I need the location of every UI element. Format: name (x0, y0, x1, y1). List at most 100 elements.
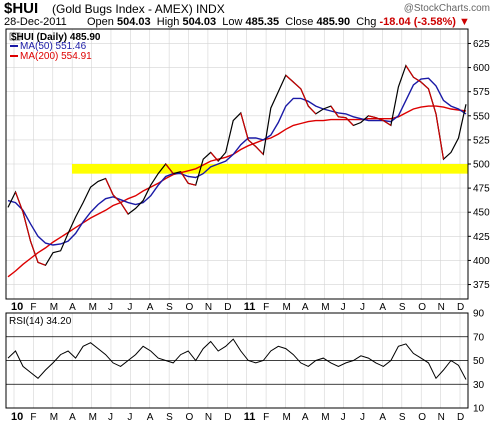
price-x-tick-label: M (282, 302, 290, 313)
price-down-segment (427, 88, 437, 115)
rsi-x-tick-label: D (457, 412, 464, 423)
rsi-y-tick-label: 50 (473, 356, 485, 367)
price-down-segment (188, 182, 196, 186)
rsi-y-tick-label: 70 (473, 332, 485, 343)
rsi-x-tick-label: M (89, 412, 97, 423)
price-down-segment (375, 117, 384, 122)
price-legend: $HUI (Daily) 485.90 MA(50) 551.46 MA(200… (9, 32, 101, 62)
ma200-legend-label: MA(200) 554.91 (20, 51, 92, 62)
ma200-line (7, 105, 467, 278)
rsi-x-tick-label: A (379, 412, 386, 423)
rsi-y-tick-label: 10 (473, 404, 485, 415)
price-legend-label: $HUI (Daily) 485.90 (11, 32, 101, 43)
price-y-ticks: 375 400 425 450 475 500 525 550 575 600 625 (468, 39, 490, 291)
price-x-ticks: 10 F M A M J J A S O N D 11 F M A M J J A S O N D (11, 301, 464, 313)
rsi-x-tick-label: A (69, 412, 76, 423)
price-down-segment (345, 117, 354, 126)
price-down-segment (120, 202, 129, 215)
price-y-tick-label: 625 (473, 39, 490, 50)
rsi-x-tick-label: M (50, 412, 58, 423)
rsi-y-tick-label: 30 (473, 380, 485, 391)
price-down-segment (210, 152, 219, 162)
price-down-segment (165, 163, 174, 175)
price-down-segment (300, 88, 309, 107)
price-y-tick-label: 525 (473, 135, 490, 146)
price-x-tick-label: O (186, 302, 194, 313)
price-x-tick-label: A (69, 302, 76, 313)
price-down-segment (330, 105, 339, 118)
price-y-tick-label: 400 (473, 256, 490, 267)
rsi-x-tick-label: J (108, 412, 113, 423)
rsi-x-tick-label: M (321, 412, 329, 423)
price-down-segment (240, 112, 249, 141)
price-x-tick-label: J (127, 302, 132, 313)
rsi-x-tick-label: J (127, 412, 132, 423)
price-x-tick-label: J (108, 302, 113, 313)
ma50-legend-label: MA(50) 551.46 (20, 41, 87, 52)
price-x-tick-label: N (438, 302, 445, 313)
price-down-segment (383, 120, 392, 126)
chg-value: -18.04 (-3.58%) (379, 16, 456, 28)
price-x-tick-label: A (379, 302, 386, 313)
price-legend-swatch (9, 32, 21, 41)
price-down-segment (420, 81, 429, 90)
price-x-tick-label: D (224, 302, 231, 313)
quote-date: 28-Dec-2011 (4, 16, 67, 28)
rsi-x-tick-label: F (263, 412, 269, 423)
rsi-x-tick-label: N (205, 412, 212, 423)
price-x-tick-label: O (418, 302, 426, 313)
high-label: High (156, 16, 180, 28)
close-label: Close (285, 16, 314, 28)
rsi-x-tick-label: A (302, 412, 309, 423)
price-down-segment (413, 76, 422, 83)
price-x-tick-label: A (147, 302, 154, 313)
price-x-tick-label: S (399, 302, 406, 313)
chg-label: Chg (356, 16, 377, 28)
ohlc-readout: Open 504.03 High 504.03 Low 485.35 Close… (87, 16, 470, 28)
rsi-x-tick-label: A (147, 412, 154, 423)
price-down-segment (22, 212, 32, 242)
rsi-legend-label: RSI(14) 34.20 (9, 316, 72, 327)
price-down-segment (37, 261, 46, 266)
price-x-tick-label: S (166, 302, 173, 313)
low-label: Low (222, 16, 243, 28)
price-x-tick-label: D (457, 302, 464, 313)
price-down-segment (180, 171, 189, 184)
price-x-tick-label: M (89, 302, 97, 313)
price-down-segment (435, 113, 445, 160)
price-x-tick-label: F (263, 302, 269, 313)
price-down-segment (307, 105, 317, 115)
price-y-tick-label: 575 (473, 87, 490, 98)
stockcharts-credit: @StockCharts.com (403, 3, 490, 14)
price-y-tick-label: 500 (473, 160, 490, 171)
rsi-x-tick-label: J (360, 412, 365, 423)
rsi-y-ticks: 10 30 50 70 90 (473, 309, 485, 415)
down-arrow-icon: ▼ (458, 16, 470, 28)
price-y-tick-label: 375 (473, 280, 490, 291)
rsi-x-tick-label: M (282, 412, 290, 423)
price-down-segment (105, 178, 114, 196)
rsi-x-tick-label: 11 (244, 411, 256, 423)
rsi-x-tick-label: O (186, 412, 194, 423)
price-down-segment (255, 146, 264, 155)
open-label: Open (87, 16, 114, 28)
price-x-tick-label: M (321, 302, 329, 313)
price-y-tick-label: 425 (473, 232, 490, 243)
price-y-tick-label: 450 (473, 208, 490, 219)
open-value: 504.03 (116, 16, 151, 28)
price-x-tick-label: J (360, 302, 365, 313)
price-down-segment (112, 194, 122, 203)
high-value: 504.03 (182, 16, 217, 28)
rsi-gridlines (6, 313, 468, 408)
rsi-x-tick-label: 10 (11, 411, 23, 423)
price-down-segment (247, 139, 257, 148)
price-x-tick-label: 10 (11, 301, 23, 313)
price-x-tick-label: 11 (244, 301, 256, 313)
rsi-x-tick-label: D (224, 412, 231, 423)
price-down-segment (292, 81, 302, 90)
low-value: 485.35 (245, 16, 280, 28)
price-down-segment (405, 65, 414, 78)
rsi-x-tick-label: N (438, 412, 445, 423)
price-down-segment (14, 191, 24, 213)
